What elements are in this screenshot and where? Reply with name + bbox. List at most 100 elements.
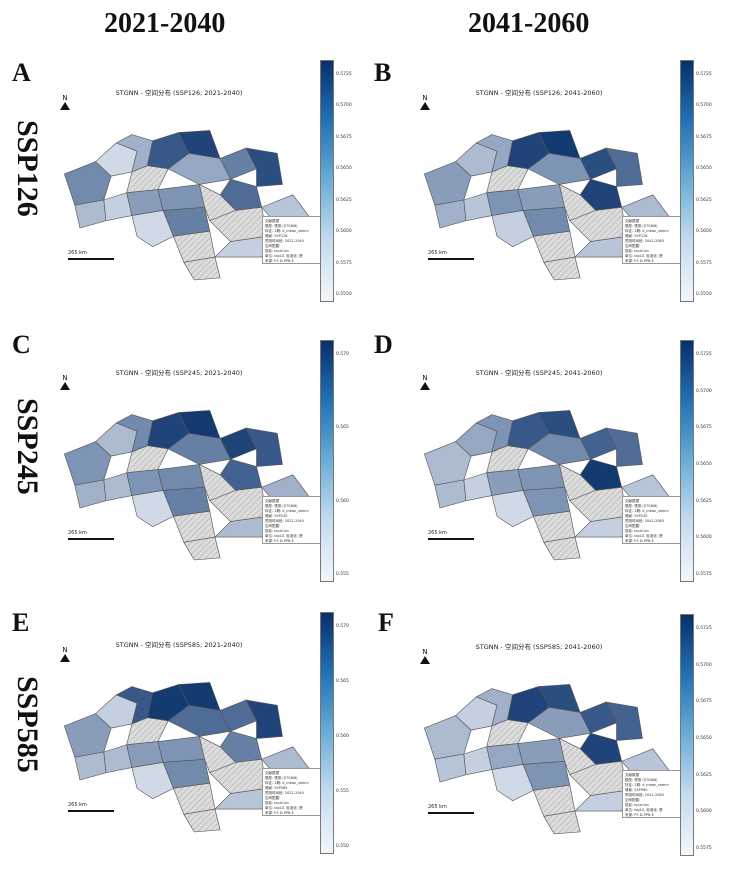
legend-line: 文献数据 bbox=[265, 219, 279, 223]
legend-line: 空间配置: bbox=[625, 798, 641, 802]
region bbox=[527, 706, 592, 739]
region bbox=[434, 199, 467, 229]
map-title: STGNN - 空间分布 (SSP126; 2041-2060) bbox=[475, 89, 603, 97]
region bbox=[157, 736, 205, 763]
colorbar-tick-label: 0.560 bbox=[336, 498, 349, 504]
choropleth-map bbox=[423, 130, 669, 281]
colorbar bbox=[680, 60, 694, 302]
north-arrow-icon: N bbox=[420, 648, 430, 664]
map-panel-a: STGNN - 空间分布 (SSP126; 2021-2040) N 265 km 文… bbox=[44, 60, 364, 315]
legend-line: 来源: P3 D-PPN E bbox=[265, 811, 294, 815]
region-nodata bbox=[486, 445, 529, 474]
legend-line: 投影: local.lon bbox=[265, 249, 289, 253]
legend-line: 特征: 1期: d_mean_samm bbox=[265, 229, 309, 233]
colorbar-tick-label: 0.5725 bbox=[696, 352, 712, 357]
north-arrow-icon: N bbox=[60, 374, 70, 390]
legend-line: 情景: SSP126 bbox=[265, 234, 288, 238]
panel-letter-e: E bbox=[12, 608, 30, 637]
map-title: STGNN - 空间分布 (SSP126; 2021-2040) bbox=[115, 89, 243, 97]
legend-line: 单位: log10, 标准化: 是 bbox=[265, 254, 303, 258]
region bbox=[167, 432, 232, 465]
map-info-legend: 文献数据 模型: 预测 (STGNN) 特征: 1期: d_mean_samm 情景:… bbox=[622, 216, 682, 264]
map-title: STGNN - 空间分布 (SSP585; 2041-2060) bbox=[475, 643, 603, 651]
map-panel-d: STGNN - 空间分布 (SSP245; 2041-2060) N 265 km 文… bbox=[404, 340, 724, 595]
legend-line: 文献数据 bbox=[265, 499, 279, 503]
region bbox=[63, 441, 112, 486]
colorbar-tick-label: 0.560 bbox=[336, 734, 349, 739]
legend-line: 来源: P3 D-PPN E bbox=[625, 539, 654, 543]
region bbox=[423, 715, 472, 760]
region bbox=[491, 764, 534, 802]
colorbar-tick-label: 0.5575 bbox=[696, 846, 712, 851]
choropleth-map bbox=[63, 682, 309, 833]
region bbox=[517, 738, 565, 765]
north-label: N bbox=[62, 646, 68, 654]
legend-line: 投影: local.lon bbox=[625, 249, 649, 253]
region bbox=[74, 751, 107, 781]
scale-bar: 265 km bbox=[68, 802, 114, 812]
colorbar bbox=[320, 612, 334, 854]
scale-label: 265 km bbox=[68, 250, 87, 256]
region bbox=[131, 762, 174, 800]
colorbar-tick-label: 0.5600 bbox=[336, 229, 352, 235]
legend-line: 模型: 预测 (STGNN) bbox=[265, 224, 298, 228]
legend-line: 情景: SSP585 bbox=[625, 788, 648, 792]
region-nodata bbox=[543, 536, 581, 561]
region-nodata bbox=[126, 165, 169, 194]
row-label-ssp245: SSP245 bbox=[11, 398, 44, 495]
legend-line: 预测时间段: 2021-2040 bbox=[265, 519, 304, 523]
region bbox=[245, 147, 283, 187]
region-nodata bbox=[172, 782, 216, 815]
colorbar-tick-label: 0.5625 bbox=[696, 197, 712, 203]
map-panel-c: STGNN - 空间分布 (SSP245; 2021-2040) N 265 km 文… bbox=[44, 340, 364, 595]
region bbox=[491, 490, 534, 528]
colorbar-tick-label: 0.5675 bbox=[696, 699, 712, 705]
scale-bar: 265 km bbox=[68, 530, 114, 540]
legend-line: 特征: 1期: d_mean_samm bbox=[625, 783, 669, 787]
north-label: N bbox=[422, 94, 428, 102]
region-nodata bbox=[183, 808, 221, 833]
map-info-legend: 文献数据 模型: 预测 (STGNN) 特征: 1期: d_mean_samm 情景:… bbox=[262, 216, 322, 264]
colorbar-tick-label: 0.5650 bbox=[696, 736, 712, 741]
legend-line: 空间配置: bbox=[625, 524, 641, 528]
colorbar-tick-label: 0.5700 bbox=[696, 662, 712, 668]
panel-letter-b: B bbox=[374, 58, 392, 87]
legend-line: 来源: P3 D-PPN E bbox=[625, 813, 654, 817]
north-arrow-icon: N bbox=[420, 94, 430, 110]
legend-line: 投影: local.lon bbox=[625, 803, 649, 807]
colorbar-tick-label: 0.5675 bbox=[696, 134, 712, 140]
region-nodata bbox=[486, 719, 529, 748]
colorbar-tick-label: 0.5575 bbox=[696, 260, 712, 266]
region bbox=[517, 464, 565, 491]
colorbar bbox=[680, 614, 694, 856]
legend-line: 特征: 1期: d_mean_samm bbox=[625, 509, 669, 513]
north-label: N bbox=[422, 374, 428, 382]
column-header-2021-2040: 2021-2040 bbox=[104, 8, 226, 39]
colorbar-tick-label: 0.5725 bbox=[336, 72, 352, 77]
map-info-legend: 文献数据 模型: 预测 (STGNN) 特征: 1期: d_mean_samm 情景:… bbox=[622, 496, 682, 544]
legend-line: 特征: 1期: d_mean_samm bbox=[625, 229, 669, 233]
scale-label: 265 km bbox=[428, 250, 447, 256]
legend-line: 预测时间段: 2041-2060 bbox=[625, 793, 664, 797]
colorbar-tick-label: 0.5550 bbox=[696, 292, 712, 297]
scale-bar: 265 km bbox=[428, 530, 474, 540]
choropleth-map bbox=[63, 410, 309, 561]
region bbox=[245, 699, 283, 739]
legend-line: 预测时间段: 2041-2060 bbox=[625, 519, 664, 523]
map-title: STGNN - 空间分布 (SSP585; 2021-2040) bbox=[115, 641, 243, 649]
north-arrow-icon: N bbox=[420, 374, 430, 390]
colorbar-tick-label: 0.555 bbox=[336, 789, 349, 794]
legend-line: 预测时间段: 2021-2040 bbox=[265, 791, 304, 795]
map-title: STGNN - 空间分布 (SSP245; 2041-2060) bbox=[475, 369, 603, 377]
region-nodata bbox=[172, 230, 216, 263]
region bbox=[157, 464, 205, 491]
region-nodata bbox=[532, 230, 576, 263]
column-header-2041-2060: 2041-2060 bbox=[468, 8, 590, 39]
colorbar-tick-label: 0.555 bbox=[336, 572, 349, 577]
legend-line: 特征: 1期: d_mean_samm bbox=[265, 509, 309, 513]
legend-line: 模型: 预测 (STGNN) bbox=[265, 776, 298, 780]
legend-line: 空间配置: bbox=[265, 244, 281, 248]
map-panel-f: STGNN - 空间分布 (SSP585; 2041-2060) N 265 km 文… bbox=[404, 614, 724, 869]
scale-bar: 265 km bbox=[428, 804, 474, 814]
region bbox=[423, 161, 472, 206]
